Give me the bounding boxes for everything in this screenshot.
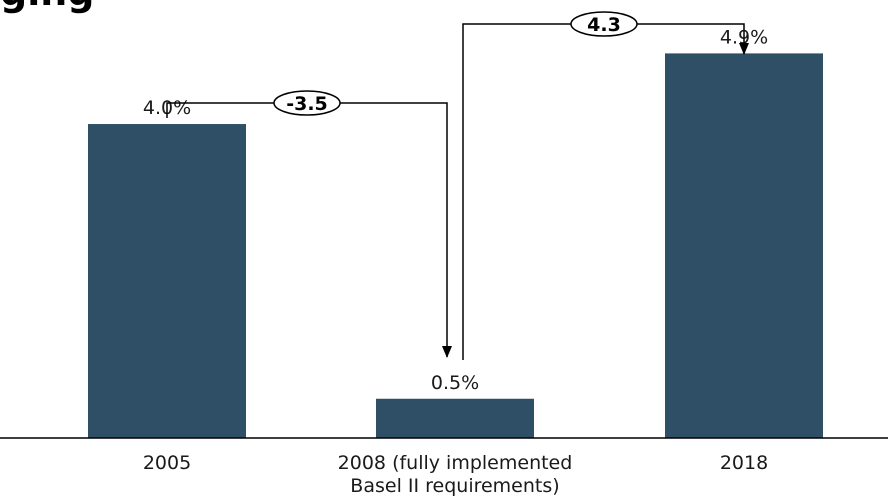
x-tick-label: 2005 — [143, 452, 191, 474]
x-tick-label: Basel II requirements) — [350, 475, 559, 497]
bar-2018 — [665, 53, 823, 438]
change-badge — [570, 11, 638, 37]
x-tick-label: 2008 (fully implemented — [338, 452, 573, 474]
x-tick-label: 2018 — [720, 452, 768, 474]
value-label: 0.5% — [431, 372, 479, 394]
change-label: -3.5 — [286, 93, 328, 115]
change-badge — [273, 90, 341, 116]
bar-2005 — [88, 124, 246, 439]
change-label: 4.3 — [587, 14, 621, 36]
bar-2008 — [376, 398, 534, 438]
chart-title-fragment: ging — [0, 0, 94, 14]
